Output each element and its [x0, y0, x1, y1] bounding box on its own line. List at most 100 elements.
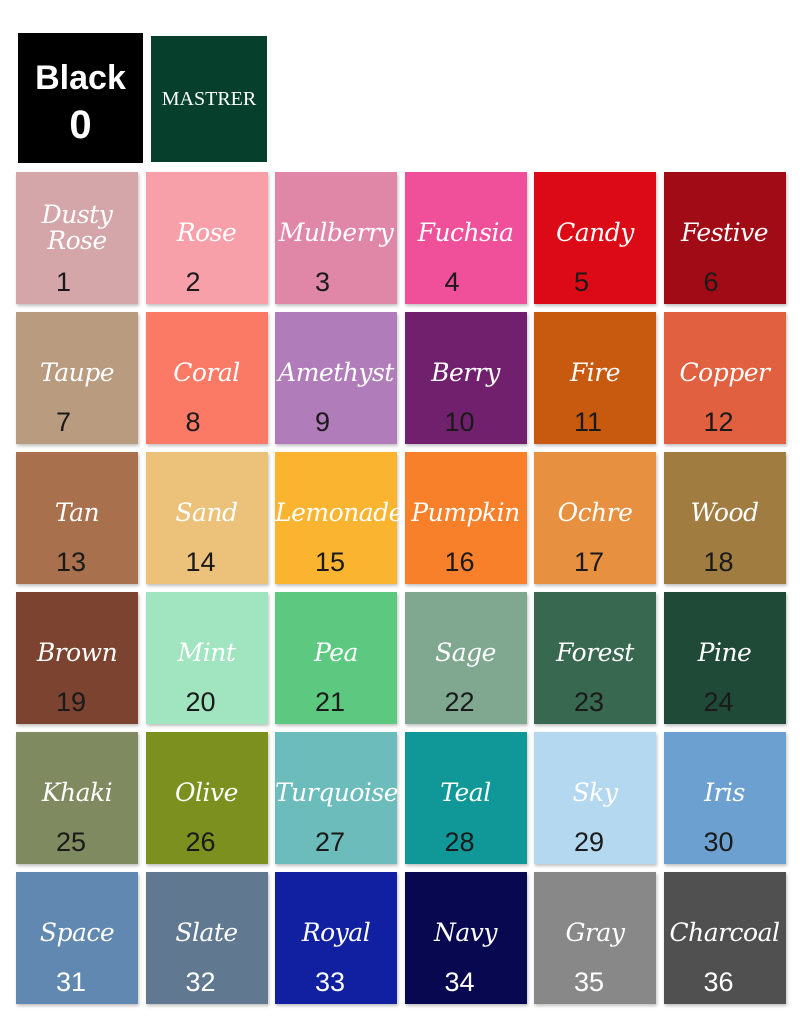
swatch-number: 9 [315, 407, 331, 437]
color-swatch[interactable]: Festive 6 [663, 172, 786, 304]
swatch-number: 25 [56, 827, 87, 857]
swatch-number: 2 [185, 267, 201, 297]
color-swatch[interactable]: Brown 19 [16, 592, 138, 724]
black-swatch[interactable]: Black 0 [18, 33, 143, 163]
swatch-name: Slate [175, 918, 238, 947]
swatch-number: 29 [574, 827, 605, 857]
swatch-number: 1 [56, 267, 72, 297]
color-swatch-grid: Dusty Rose 1 Rose 2 Mulberry 3 Fuchsia 4 Candy 5 F… [16, 172, 786, 1004]
color-swatch[interactable]: Rose 2 [145, 172, 268, 304]
swatch-name: Brown [36, 638, 118, 667]
swatch-number: 18 [703, 547, 734, 577]
swatch-number: 0 [69, 103, 92, 147]
swatch-number: 6 [703, 267, 719, 297]
swatch-name: Teal [440, 778, 491, 807]
swatch-number: 36 [703, 967, 734, 997]
color-swatch[interactable]: Mulberry 3 [275, 172, 397, 304]
swatch-number: 20 [185, 687, 216, 717]
color-swatch[interactable]: Royal 33 [275, 872, 397, 1004]
swatch-number: 22 [444, 687, 475, 717]
color-swatch[interactable]: Tan 13 [16, 452, 138, 584]
swatch-name: Olive [175, 778, 238, 807]
color-swatch[interactable]: Iris 30 [663, 732, 786, 864]
swatch-number: 15 [315, 547, 346, 577]
brand-logo: MASTRER [151, 36, 267, 162]
swatch-name: Lemonade [275, 498, 403, 527]
swatch-name: Sand [175, 498, 238, 527]
swatch-number: 16 [444, 547, 475, 577]
color-swatch[interactable]: Mint 20 [145, 592, 268, 724]
color-swatch[interactable]: Dusty Rose 1 [16, 172, 138, 304]
swatch-number: 27 [315, 827, 346, 857]
swatch-name: Turquoise [275, 778, 399, 807]
color-swatch[interactable]: Khaki 25 [16, 732, 138, 864]
swatch-name: Dusty Rose [41, 200, 113, 256]
color-swatch[interactable]: Ochre 17 [534, 452, 656, 584]
swatch-name: Copper [679, 358, 770, 387]
swatch-name: Gray [565, 918, 625, 947]
swatch-name: Coral [173, 358, 240, 387]
color-swatch[interactable]: Berry 10 [404, 312, 527, 444]
swatch-number: 4 [444, 267, 460, 297]
swatch-name: Pine [697, 638, 752, 667]
color-swatch[interactable]: Fuchsia 4 [404, 172, 527, 304]
swatch-number: 3 [315, 267, 331, 297]
color-swatch[interactable]: Amethyst 9 [275, 312, 397, 444]
swatch-name: Mint [177, 638, 236, 667]
swatch-name: Black [35, 59, 126, 97]
swatch-name: Ochre [557, 498, 633, 527]
swatch-number: 35 [574, 967, 605, 997]
color-swatch[interactable]: Copper 12 [663, 312, 786, 444]
swatch-name: Fire [569, 358, 621, 387]
swatch-name: Pumpkin [411, 498, 520, 527]
color-swatch[interactable]: Candy 5 [534, 172, 656, 304]
swatch-number: 11 [574, 407, 603, 437]
swatch-number: 17 [574, 547, 605, 577]
color-swatch[interactable]: Space 31 [16, 872, 138, 1004]
swatch-number: 32 [185, 967, 216, 997]
color-swatch[interactable]: Lemonade 15 [275, 452, 403, 584]
swatch-name: Forest [556, 638, 634, 667]
swatch-name: Iris [704, 778, 745, 807]
color-swatch[interactable]: Pine 24 [663, 592, 786, 724]
swatch-name: Charcoal [669, 918, 780, 947]
color-swatch[interactable]: Forest 23 [534, 592, 656, 724]
color-swatch[interactable]: Turquoise 27 [275, 732, 399, 864]
color-swatch[interactable]: Slate 32 [145, 872, 268, 1004]
swatch-number: 8 [185, 407, 201, 437]
swatch-number: 28 [444, 827, 475, 857]
color-swatch[interactable]: Sky 29 [534, 732, 656, 864]
swatch-number: 26 [185, 827, 216, 857]
swatch-name: Wood [690, 498, 759, 527]
color-swatch[interactable]: Navy 34 [404, 872, 527, 1004]
swatch-name: Space [39, 918, 115, 947]
color-swatch[interactable]: Olive 26 [145, 732, 268, 864]
color-swatch[interactable]: Coral 8 [145, 312, 268, 444]
swatch-number: 23 [574, 687, 605, 717]
swatch-number: 33 [315, 967, 346, 997]
swatch-name: Royal [301, 918, 371, 947]
swatch-number: 31 [56, 967, 87, 997]
color-swatch[interactable]: Wood 18 [663, 452, 786, 584]
color-swatch[interactable]: Gray 35 [534, 872, 656, 1004]
swatch-name: Navy [433, 918, 498, 947]
color-swatch[interactable]: Charcoal 36 [663, 872, 786, 1004]
color-swatch[interactable]: Sand 14 [145, 452, 268, 584]
swatch-number: 24 [703, 687, 734, 717]
swatch-number: 19 [56, 687, 87, 717]
swatch-name: Sky [572, 778, 618, 807]
color-swatch[interactable]: Pumpkin 16 [404, 452, 527, 584]
swatch-number: 12 [703, 407, 734, 437]
color-swatch[interactable]: Fire 11 [534, 312, 656, 444]
swatch-number: 34 [444, 967, 475, 997]
swatch-name: Amethyst [278, 358, 394, 387]
color-swatch[interactable]: Sage 22 [404, 592, 527, 724]
swatch-name: Rose [176, 218, 237, 247]
color-swatch[interactable]: Pea 21 [275, 592, 397, 724]
swatch-number: 21 [315, 687, 346, 717]
color-swatch[interactable]: Teal 28 [404, 732, 527, 864]
swatch-name: Fuchsia [417, 218, 514, 247]
swatch-name: Khaki [41, 778, 113, 807]
swatch-number: 13 [56, 547, 87, 577]
color-swatch[interactable]: Taupe 7 [16, 312, 138, 444]
